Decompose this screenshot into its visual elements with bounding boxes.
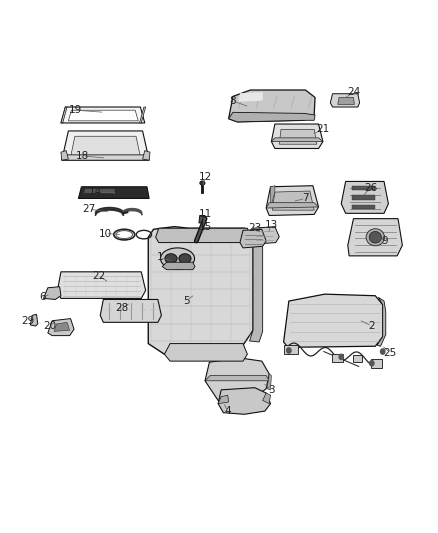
- Text: 20: 20: [43, 321, 56, 331]
- Polygon shape: [352, 185, 375, 190]
- Polygon shape: [205, 375, 269, 381]
- Polygon shape: [100, 300, 161, 322]
- Text: 19: 19: [69, 105, 82, 115]
- Text: 10: 10: [99, 229, 112, 239]
- Text: 1: 1: [157, 253, 163, 262]
- Polygon shape: [352, 195, 375, 199]
- Ellipse shape: [369, 231, 381, 243]
- Ellipse shape: [366, 229, 385, 246]
- Text: 18: 18: [76, 151, 89, 161]
- Text: 9: 9: [381, 236, 388, 246]
- Text: 11: 11: [198, 209, 212, 220]
- Bar: [332, 354, 343, 362]
- Circle shape: [370, 361, 374, 366]
- Polygon shape: [57, 272, 146, 298]
- Polygon shape: [43, 287, 61, 300]
- Polygon shape: [71, 136, 141, 157]
- Polygon shape: [155, 228, 251, 243]
- Polygon shape: [240, 229, 266, 248]
- Bar: [371, 359, 382, 368]
- Text: 24: 24: [347, 87, 360, 97]
- Polygon shape: [266, 185, 318, 215]
- Polygon shape: [78, 187, 149, 198]
- Polygon shape: [229, 112, 315, 122]
- Polygon shape: [272, 191, 314, 210]
- Polygon shape: [205, 358, 269, 400]
- Polygon shape: [348, 219, 403, 256]
- Circle shape: [381, 349, 385, 354]
- Polygon shape: [284, 294, 383, 348]
- Polygon shape: [48, 319, 74, 336]
- Polygon shape: [61, 107, 145, 123]
- Polygon shape: [218, 395, 229, 403]
- Polygon shape: [271, 185, 275, 208]
- Text: 6: 6: [39, 292, 46, 302]
- Ellipse shape: [179, 254, 191, 263]
- Polygon shape: [338, 98, 354, 104]
- Bar: [353, 356, 362, 362]
- Text: 26: 26: [364, 183, 378, 193]
- Polygon shape: [62, 155, 149, 160]
- Text: 27: 27: [82, 204, 95, 214]
- Ellipse shape: [165, 254, 177, 263]
- Text: 13: 13: [265, 220, 278, 230]
- Polygon shape: [61, 151, 68, 160]
- Text: 23: 23: [248, 223, 261, 233]
- Polygon shape: [84, 189, 115, 193]
- Polygon shape: [62, 131, 149, 160]
- Polygon shape: [272, 124, 323, 149]
- Polygon shape: [279, 130, 317, 144]
- Ellipse shape: [160, 248, 194, 269]
- Polygon shape: [267, 374, 272, 390]
- Text: 28: 28: [116, 303, 129, 313]
- Polygon shape: [54, 322, 70, 332]
- Polygon shape: [218, 387, 271, 414]
- Text: 3: 3: [268, 385, 275, 395]
- Ellipse shape: [200, 181, 205, 185]
- Polygon shape: [68, 110, 138, 121]
- Polygon shape: [148, 227, 253, 357]
- Text: 14: 14: [89, 187, 102, 197]
- Text: 4: 4: [224, 406, 231, 416]
- Polygon shape: [263, 393, 271, 403]
- Polygon shape: [251, 227, 279, 244]
- Text: 2: 2: [368, 321, 375, 331]
- Text: 5: 5: [183, 296, 190, 306]
- Polygon shape: [266, 203, 318, 208]
- Polygon shape: [352, 205, 375, 209]
- Text: 21: 21: [316, 124, 329, 134]
- Text: 29: 29: [21, 316, 35, 326]
- Polygon shape: [61, 107, 67, 123]
- Polygon shape: [250, 232, 263, 342]
- Text: 12: 12: [198, 172, 212, 182]
- Polygon shape: [229, 90, 315, 122]
- Text: 7: 7: [302, 193, 309, 204]
- Circle shape: [339, 354, 343, 360]
- Polygon shape: [140, 107, 146, 123]
- Text: 8: 8: [229, 95, 235, 106]
- Polygon shape: [239, 92, 263, 102]
- Polygon shape: [30, 314, 38, 326]
- Polygon shape: [341, 181, 389, 213]
- Polygon shape: [162, 262, 195, 270]
- Polygon shape: [164, 344, 247, 361]
- Circle shape: [287, 348, 291, 353]
- Polygon shape: [199, 215, 206, 223]
- Polygon shape: [330, 94, 360, 107]
- Text: 22: 22: [92, 271, 106, 281]
- Polygon shape: [377, 297, 386, 346]
- Text: 25: 25: [384, 348, 397, 358]
- Polygon shape: [143, 151, 150, 160]
- Polygon shape: [272, 138, 323, 142]
- Bar: [285, 345, 297, 354]
- Text: 15: 15: [198, 222, 212, 232]
